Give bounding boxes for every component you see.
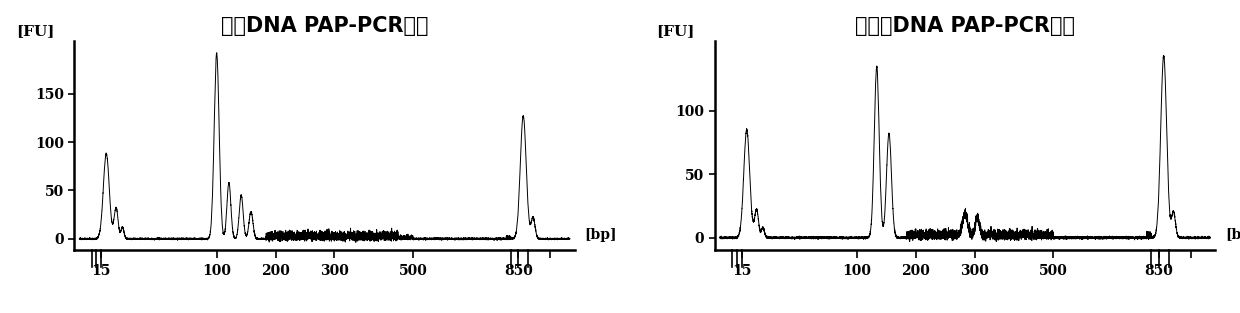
Title: 血浆DNA PAP-PCR产物: 血浆DNA PAP-PCR产物 bbox=[221, 16, 428, 36]
Y-axis label: [FU]: [FU] bbox=[16, 25, 55, 38]
Text: [bp]: [bp] bbox=[584, 228, 618, 242]
Y-axis label: [FU]: [FU] bbox=[656, 25, 694, 38]
Text: [bp]: [bp] bbox=[1225, 228, 1240, 242]
Title: 血细胞DNA PAP-PCR产物: 血细胞DNA PAP-PCR产物 bbox=[856, 16, 1075, 36]
